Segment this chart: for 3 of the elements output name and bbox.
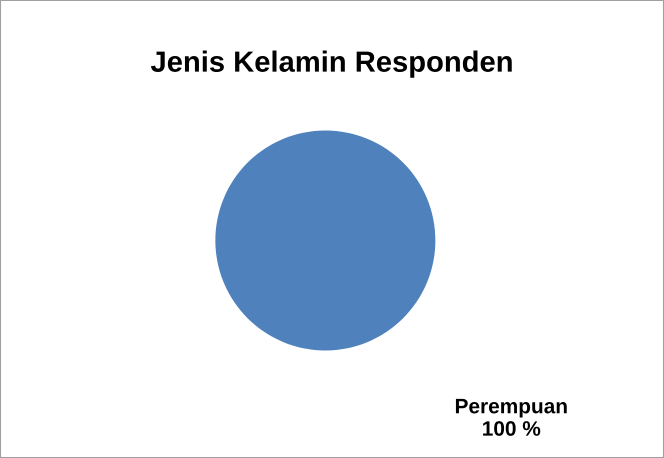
chart-title: Jenis Kelamin Responden <box>150 50 512 78</box>
slice-label: Perempuan <box>456 398 567 418</box>
data-label: 100 % <box>483 421 540 436</box>
